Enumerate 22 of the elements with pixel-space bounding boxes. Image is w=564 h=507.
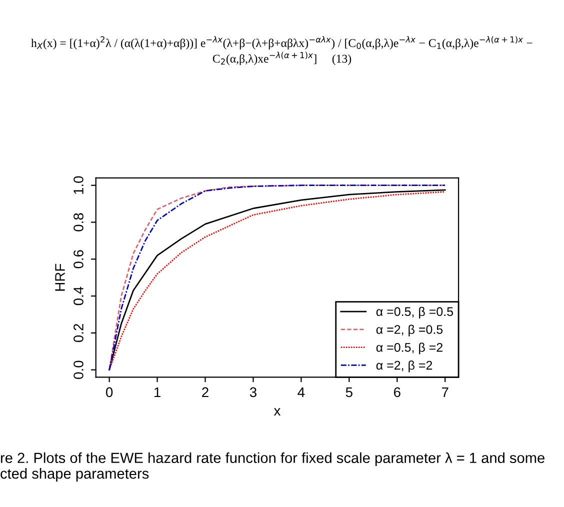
legend-label: α =2, β =2	[376, 360, 432, 372]
x-tick-label: 4	[298, 387, 305, 397]
y-tick-label: 0.2	[74, 324, 84, 342]
y-tick-label: 1.0	[74, 176, 84, 194]
x-tick-label: 0	[106, 387, 113, 398]
legend-label: α =2, β =0.5	[376, 324, 443, 336]
x-axis-title: x	[274, 408, 281, 416]
legend-label: α =0.5, β =0.5	[376, 306, 454, 318]
x-tick-label: 5	[346, 387, 352, 398]
x-tick-label: 6	[394, 387, 400, 398]
text: h$_{X}$(x) = [(1+α)$^{2}$λ / (α(λ(1+α)+αβ))] e$^{−λx}$(λ+β−(λ+β+αβλx)$^{−αλx}$) / [C$_{0}$(α,β,λ)e$^{−λx}$ − C$_{1}$(α,β,λ)e$^{−λ(α+1)x}$ − C$_{2}$(α,β,λ)xe$^{−λ(α+1)x}$] (13)	[31, 36, 532, 66]
text: re 2. Plots of the EWE hazard rate function for fixed scale parameter λ = 1 and some cted shape parameters	[0, 452, 544, 482]
y-tick-label: 0.8	[74, 213, 84, 232]
y-tick-label: 0.6	[74, 250, 84, 268]
x-tick-label: 1	[154, 387, 160, 397]
y-tick-label: 0.0	[74, 360, 84, 379]
y-tick-label: 0.4	[74, 286, 84, 306]
x-tick-label: 7	[442, 387, 448, 397]
x-tick-label: 2	[202, 387, 208, 397]
x-tick-label: 3	[250, 387, 256, 398]
y-axis-title: HRF	[55, 264, 65, 291]
legend-label: α =0.5, β =2	[376, 342, 442, 354]
